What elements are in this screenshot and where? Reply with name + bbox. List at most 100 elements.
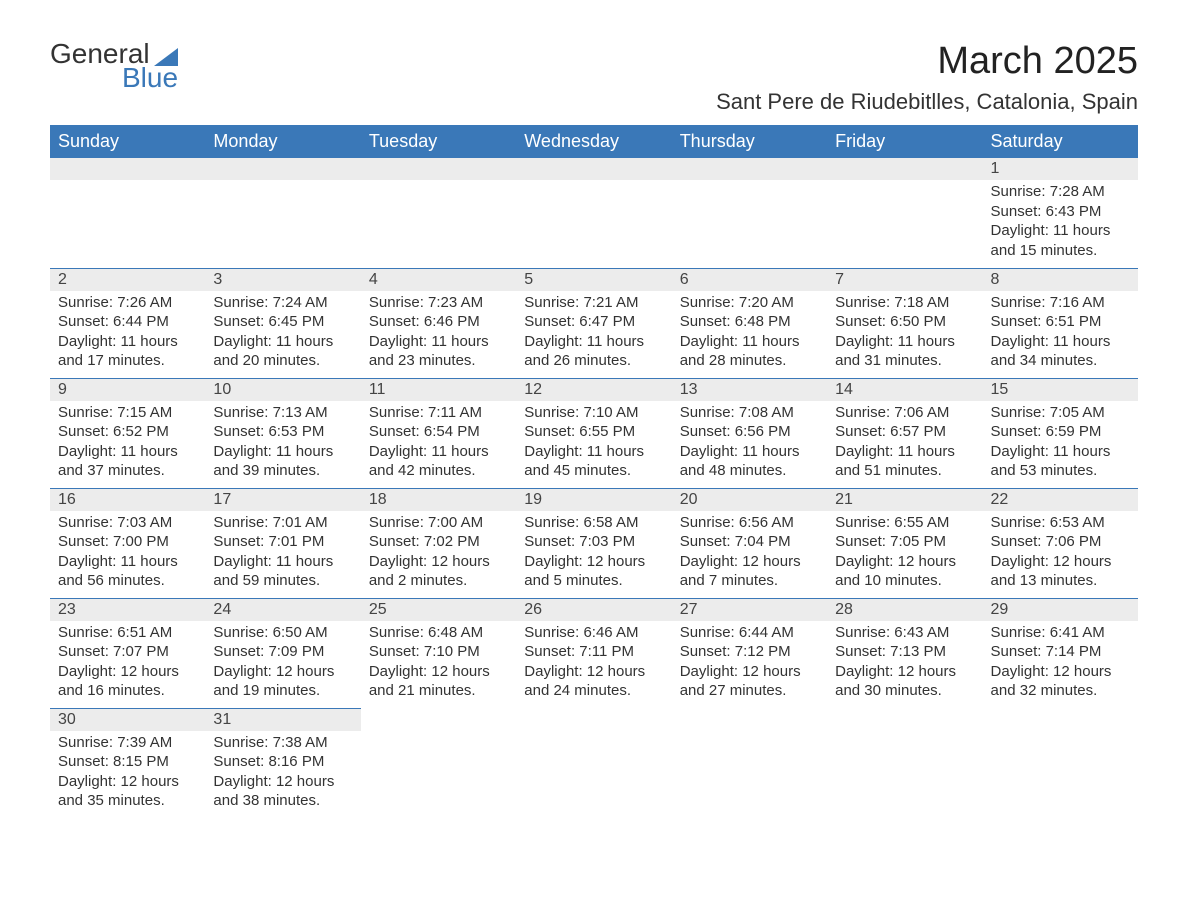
sunrise-text: Sunrise: 6:43 AM	[835, 623, 974, 643]
daylight-text: Daylight: 12 hours	[369, 662, 508, 682]
daylight-text: Daylight: 11 hours	[58, 442, 197, 462]
daylight-text: Daylight: 11 hours	[835, 442, 974, 462]
day-number	[50, 158, 205, 180]
day-number: 29	[983, 599, 1138, 621]
day-number: 17	[205, 489, 360, 511]
month-title: March 2025	[716, 40, 1138, 83]
sunset-text: Sunset: 7:14 PM	[991, 642, 1130, 662]
day-number: 25	[361, 599, 516, 621]
daylight-text: Daylight: 12 hours	[524, 552, 663, 572]
calendar-day-cell	[672, 708, 827, 818]
calendar-day-cell	[516, 708, 671, 818]
weekday-header: Friday	[827, 125, 982, 158]
sunset-text: Sunset: 6:52 PM	[58, 422, 197, 442]
daylight-text: Daylight: 11 hours	[58, 552, 197, 572]
day-body: Sunrise: 6:58 AMSunset: 7:03 PMDaylight:…	[516, 511, 671, 597]
calendar-day-cell: 6Sunrise: 7:20 AMSunset: 6:48 PMDaylight…	[672, 268, 827, 378]
sunrise-text: Sunrise: 6:53 AM	[991, 513, 1130, 533]
day-body: Sunrise: 7:06 AMSunset: 6:57 PMDaylight:…	[827, 401, 982, 487]
day-number: 16	[50, 489, 205, 511]
calendar-day-cell: 16Sunrise: 7:03 AMSunset: 7:00 PMDayligh…	[50, 488, 205, 598]
calendar-day-cell: 29Sunrise: 6:41 AMSunset: 7:14 PMDayligh…	[983, 598, 1138, 708]
day-number	[516, 708, 671, 730]
sunset-text: Sunset: 6:46 PM	[369, 312, 508, 332]
logo-text-blue: Blue	[122, 64, 178, 92]
day-body: Sunrise: 7:10 AMSunset: 6:55 PMDaylight:…	[516, 401, 671, 487]
calendar-week-row: 1Sunrise: 7:28 AMSunset: 6:43 PMDaylight…	[50, 158, 1138, 268]
day-body: Sunrise: 6:50 AMSunset: 7:09 PMDaylight:…	[205, 621, 360, 707]
sunrise-text: Sunrise: 6:44 AM	[680, 623, 819, 643]
day-number	[205, 158, 360, 180]
sunset-text: Sunset: 6:47 PM	[524, 312, 663, 332]
sunset-text: Sunset: 6:45 PM	[213, 312, 352, 332]
daylight-text: and 26 minutes.	[524, 351, 663, 371]
day-number: 1	[983, 158, 1138, 180]
daylight-text: and 39 minutes.	[213, 461, 352, 481]
day-body	[516, 730, 671, 810]
day-number: 20	[672, 489, 827, 511]
daylight-text: and 10 minutes.	[835, 571, 974, 591]
daylight-text: and 24 minutes.	[524, 681, 663, 701]
weekday-header: Saturday	[983, 125, 1138, 158]
day-body: Sunrise: 6:48 AMSunset: 7:10 PMDaylight:…	[361, 621, 516, 707]
daylight-text: Daylight: 12 hours	[991, 552, 1130, 572]
day-body: Sunrise: 7:20 AMSunset: 6:48 PMDaylight:…	[672, 291, 827, 377]
daylight-text: Daylight: 12 hours	[58, 772, 197, 792]
day-body: Sunrise: 7:01 AMSunset: 7:01 PMDaylight:…	[205, 511, 360, 597]
daylight-text: Daylight: 11 hours	[680, 332, 819, 352]
daylight-text: Daylight: 11 hours	[369, 332, 508, 352]
calendar-day-cell: 17Sunrise: 7:01 AMSunset: 7:01 PMDayligh…	[205, 488, 360, 598]
sunrise-text: Sunrise: 6:48 AM	[369, 623, 508, 643]
day-body: Sunrise: 6:44 AMSunset: 7:12 PMDaylight:…	[672, 621, 827, 707]
sunset-text: Sunset: 6:55 PM	[524, 422, 663, 442]
day-number: 4	[361, 269, 516, 291]
day-body: Sunrise: 7:03 AMSunset: 7:00 PMDaylight:…	[50, 511, 205, 597]
title-block: March 2025 Sant Pere de Riudebitlles, Ca…	[716, 40, 1138, 115]
sunrise-text: Sunrise: 7:23 AM	[369, 293, 508, 313]
sunrise-text: Sunrise: 7:00 AM	[369, 513, 508, 533]
sunrise-text: Sunrise: 6:51 AM	[58, 623, 197, 643]
day-number: 28	[827, 599, 982, 621]
calendar-week-row: 30Sunrise: 7:39 AMSunset: 8:15 PMDayligh…	[50, 708, 1138, 818]
sunset-text: Sunset: 8:16 PM	[213, 752, 352, 772]
day-body: Sunrise: 7:00 AMSunset: 7:02 PMDaylight:…	[361, 511, 516, 597]
daylight-text: and 27 minutes.	[680, 681, 819, 701]
weekday-header: Sunday	[50, 125, 205, 158]
daylight-text: and 19 minutes.	[213, 681, 352, 701]
day-number: 27	[672, 599, 827, 621]
sunrise-text: Sunrise: 7:26 AM	[58, 293, 197, 313]
daylight-text: and 42 minutes.	[369, 461, 508, 481]
day-number: 2	[50, 269, 205, 291]
daylight-text: and 30 minutes.	[835, 681, 974, 701]
daylight-text: and 16 minutes.	[58, 681, 197, 701]
day-number: 21	[827, 489, 982, 511]
daylight-text: and 21 minutes.	[369, 681, 508, 701]
sunrise-text: Sunrise: 6:46 AM	[524, 623, 663, 643]
daylight-text: Daylight: 11 hours	[835, 332, 974, 352]
day-body	[361, 180, 516, 260]
calendar-day-cell: 30Sunrise: 7:39 AMSunset: 8:15 PMDayligh…	[50, 708, 205, 818]
sunrise-text: Sunrise: 7:20 AM	[680, 293, 819, 313]
sunset-text: Sunset: 6:50 PM	[835, 312, 974, 332]
day-body: Sunrise: 7:21 AMSunset: 6:47 PMDaylight:…	[516, 291, 671, 377]
daylight-text: and 32 minutes.	[991, 681, 1130, 701]
day-body: Sunrise: 6:53 AMSunset: 7:06 PMDaylight:…	[983, 511, 1138, 597]
daylight-text: Daylight: 11 hours	[213, 552, 352, 572]
day-body	[516, 180, 671, 260]
sunrise-text: Sunrise: 7:11 AM	[369, 403, 508, 423]
sunrise-text: Sunrise: 6:50 AM	[213, 623, 352, 643]
daylight-text: and 35 minutes.	[58, 791, 197, 811]
day-number: 8	[983, 269, 1138, 291]
calendar-day-cell: 28Sunrise: 6:43 AMSunset: 7:13 PMDayligh…	[827, 598, 982, 708]
daylight-text: Daylight: 12 hours	[369, 552, 508, 572]
calendar-day-cell: 22Sunrise: 6:53 AMSunset: 7:06 PMDayligh…	[983, 488, 1138, 598]
sunset-text: Sunset: 6:57 PM	[835, 422, 974, 442]
sunset-text: Sunset: 6:44 PM	[58, 312, 197, 332]
calendar-day-cell: 12Sunrise: 7:10 AMSunset: 6:55 PMDayligh…	[516, 378, 671, 488]
day-body	[672, 180, 827, 260]
day-number: 24	[205, 599, 360, 621]
daylight-text: and 13 minutes.	[991, 571, 1130, 591]
day-body	[827, 180, 982, 260]
day-number: 19	[516, 489, 671, 511]
sunrise-text: Sunrise: 6:56 AM	[680, 513, 819, 533]
